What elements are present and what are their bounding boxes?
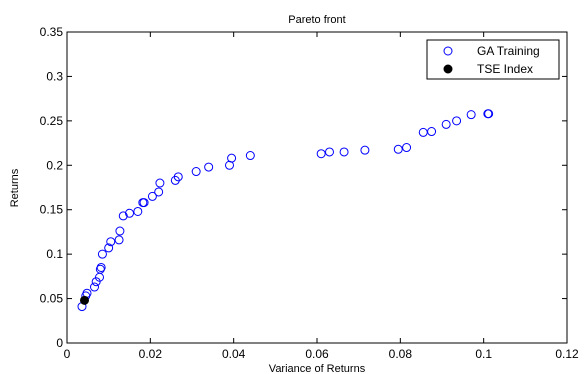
tse-index-point: [80, 295, 89, 305]
x-tick-label: 0.06: [305, 347, 329, 361]
y-axis-label: Returns: [9, 168, 21, 207]
ga-training-point: [393, 144, 403, 154]
y-tick-label: 0.25: [40, 114, 64, 128]
y-tick-label: 0.15: [40, 203, 64, 217]
legend-marker-ga-training: [443, 46, 453, 56]
ga-training-point: [95, 264, 105, 274]
x-axis-label: Variance of Returns: [269, 363, 366, 374]
y-tick-label: 0: [56, 336, 63, 350]
ga-training-point: [125, 208, 134, 218]
series-ga-training: [77, 109, 494, 312]
x-tick-label: 0.1: [475, 347, 492, 361]
ga-training-point: [245, 151, 255, 161]
data-points: [77, 109, 494, 312]
ga-training-point: [339, 147, 349, 157]
ga-training-point: [316, 149, 326, 159]
ga-training-point: [173, 172, 183, 182]
ga-training-point: [155, 178, 165, 188]
ga-training-point: [90, 282, 99, 292]
ga-training-point: [133, 206, 143, 216]
ga-training-point: [441, 119, 451, 129]
ga-training-point: [418, 127, 428, 137]
ga-training-point: [154, 187, 164, 197]
legend-marker-tse-index: [443, 64, 453, 74]
ga-training-point: [114, 235, 124, 245]
chart-title: Pareto front: [288, 14, 345, 26]
ga-training-point: [325, 147, 334, 157]
ga-training-point: [106, 237, 116, 247]
ga-training-point: [191, 167, 201, 177]
y-tick-label: 0.05: [40, 292, 64, 306]
ga-training-point: [427, 127, 437, 137]
x-tick-label: 0.12: [555, 347, 579, 361]
ga-training-point: [139, 198, 149, 208]
legend-label-ga-training: GA Training: [477, 44, 540, 58]
ga-training-point: [227, 153, 237, 163]
ga-training-point: [402, 143, 412, 153]
y-tick-label: 0.3: [46, 69, 63, 83]
ga-training-point: [104, 243, 114, 253]
x-tick-label: 0: [64, 347, 71, 361]
ga-training-point: [360, 145, 370, 155]
x-tick-label: 0.08: [389, 347, 413, 361]
ga-training-point: [115, 226, 125, 236]
series-tse-index: [80, 295, 89, 305]
y-tick-label: 0.1: [46, 247, 63, 261]
ga-training-point: [452, 116, 462, 126]
axis-ticks: 0 0.02 0.04 0.06 0.08 0.1 0.12 0 0.05 0.1 0.15 0.2 0…: [40, 25, 579, 361]
ga-training-point: [147, 191, 157, 201]
ga-training-point: [204, 162, 214, 172]
ga-training-point: [96, 262, 106, 272]
ga-training-point: [118, 211, 128, 221]
x-tick-label: 0.02: [139, 347, 163, 361]
x-tick-label: 0.04: [222, 347, 246, 361]
y-tick-label: 0.35: [40, 25, 64, 39]
ga-training-point: [97, 249, 107, 259]
ga-training-point: [466, 110, 476, 120]
ga-training-point: [484, 109, 494, 119]
legend-label-tse-index: TSE Index: [477, 62, 533, 76]
legend: GA Training TSE Index: [426, 39, 560, 80]
y-tick-label: 0.2: [46, 158, 63, 172]
